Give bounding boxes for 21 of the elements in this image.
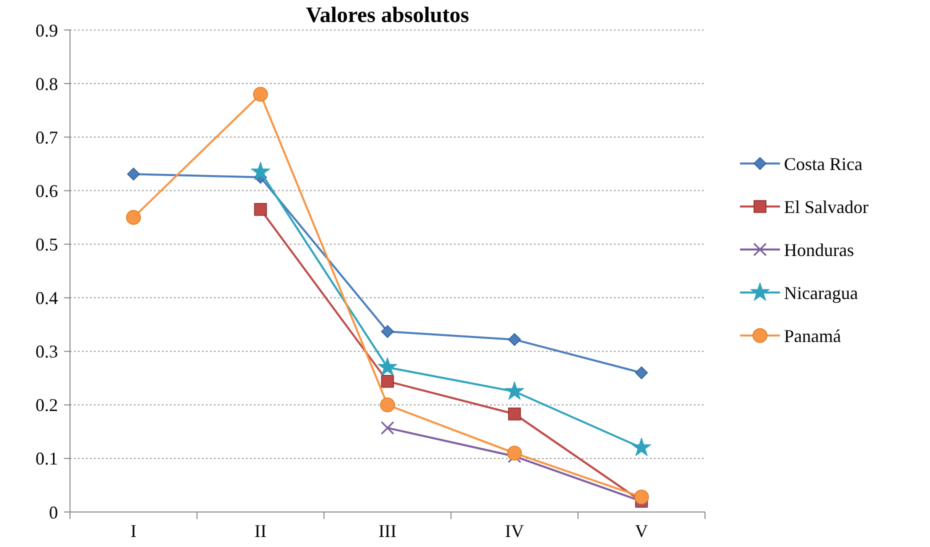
y-tick-label: 0.1 (36, 448, 58, 469)
y-tick-label: 0.5 (36, 234, 58, 255)
legend-label: Nicaragua (784, 282, 858, 303)
legend-label: Costa Rica (784, 154, 862, 174)
y-tick-label: 0.4 (36, 288, 58, 308)
y-tick-label: 0.7 (36, 127, 58, 148)
x-tick-label: III (378, 521, 396, 541)
y-tick-label: 0.8 (36, 74, 58, 94)
legend-label: El Salvador (784, 196, 868, 217)
x-tick-label: IV (505, 521, 524, 541)
y-tick-label: 0.9 (36, 20, 58, 40)
y-tick-label: 0.6 (36, 180, 58, 201)
legend-label: Panamá (784, 326, 841, 346)
x-tick-label: II (254, 521, 266, 541)
y-tick-label: 0.2 (36, 395, 58, 416)
chart-title: Valores absolutos (306, 2, 470, 27)
y-tick-label: 0 (49, 502, 58, 522)
legend-label: Honduras (784, 240, 854, 260)
x-tick-label: I (130, 521, 136, 541)
x-tick-label: V (635, 521, 648, 541)
y-tick-label: 0.3 (36, 342, 58, 362)
